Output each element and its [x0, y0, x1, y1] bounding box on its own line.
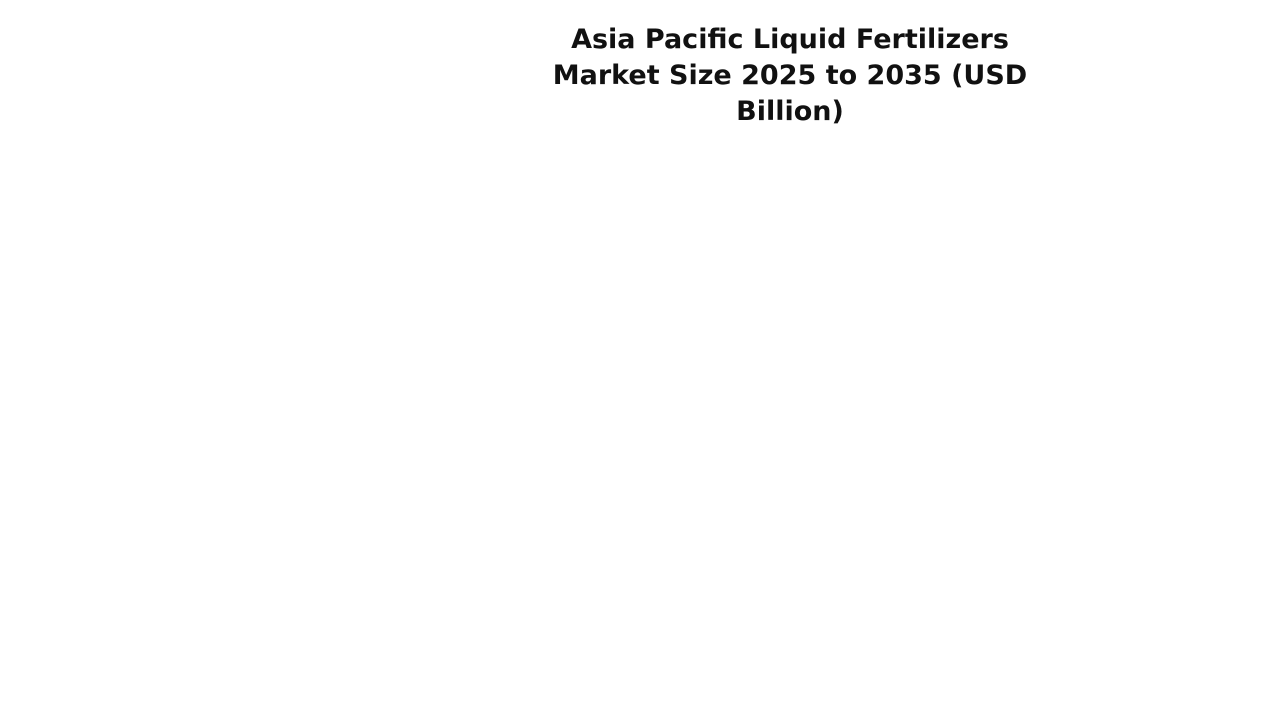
header-dot	[344, 95, 362, 113]
y-tick-label: 2.5	[58, 154, 88, 174]
x-tick-label: 2035	[1137, 618, 1184, 638]
logo-icon	[48, 62, 53, 76]
value-label: $1.69	[433, 269, 493, 291]
y-tick-label: 2	[76, 241, 88, 261]
y-tick-label: 1	[76, 415, 88, 435]
plot-area	[115, 164, 1210, 599]
value-label: $2.29	[1130, 165, 1190, 187]
chart-title: Asia Pacific Liquid Fertilizers Market S…	[552, 24, 1028, 127]
x-tick-label: 2033	[937, 618, 984, 638]
cagr-icon	[251, 172, 284, 198]
x-tick-label: 2026	[241, 618, 288, 638]
x-tick-label: 2028	[440, 618, 487, 638]
value-label: $1.92	[732, 229, 792, 251]
source: Source: www.towardschemandmaterials.com	[471, 677, 809, 695]
value-label: $1.61	[334, 283, 394, 305]
y-tick-label: 0	[76, 589, 88, 609]
x-tick-label: 2027	[340, 618, 387, 638]
logo-text: Towards	[69, 36, 139, 56]
value-label: $1.76	[533, 257, 593, 279]
logo-icon	[26, 50, 58, 76]
logo-icon	[39, 58, 44, 76]
x-tick-label: 2030	[639, 618, 686, 638]
cagr-value: 4.46%	[298, 188, 392, 219]
cagr-frame	[239, 159, 424, 223]
x-tick-label: 2031	[738, 618, 785, 638]
x-tick-label: 2032	[838, 618, 885, 638]
cagr-icon	[264, 194, 270, 212]
x-tick-label: 2025	[141, 618, 188, 638]
value-label: $1.54	[234, 296, 294, 318]
logo-icon	[30, 64, 35, 76]
cagr-icon	[273, 188, 279, 212]
line	[164, 199, 1161, 343]
cagr-box: CAGR (2025-2035) 4.46%	[239, 159, 424, 223]
y-tick-label: 1.5	[58, 328, 88, 348]
value-label: $2.01	[832, 214, 892, 236]
value-label: $1.48	[135, 306, 195, 328]
logo-text: Chem & Materials	[68, 52, 353, 85]
y-tick-label: 0.5	[58, 502, 88, 522]
x-tick-label: 2029	[539, 618, 586, 638]
cagr-label: CAGR (2025-2035)	[298, 170, 420, 185]
cagr-icon	[255, 200, 261, 212]
value-label: $1.84	[632, 243, 692, 265]
logo-icon	[23, 72, 67, 82]
value-label: $2.19	[1031, 182, 1091, 204]
value-label: $2.09	[931, 200, 991, 222]
x-tick-label: 2034	[1037, 618, 1084, 638]
logo-icon	[38, 38, 46, 48]
logo: Towards Chem & Materials	[23, 36, 353, 85]
